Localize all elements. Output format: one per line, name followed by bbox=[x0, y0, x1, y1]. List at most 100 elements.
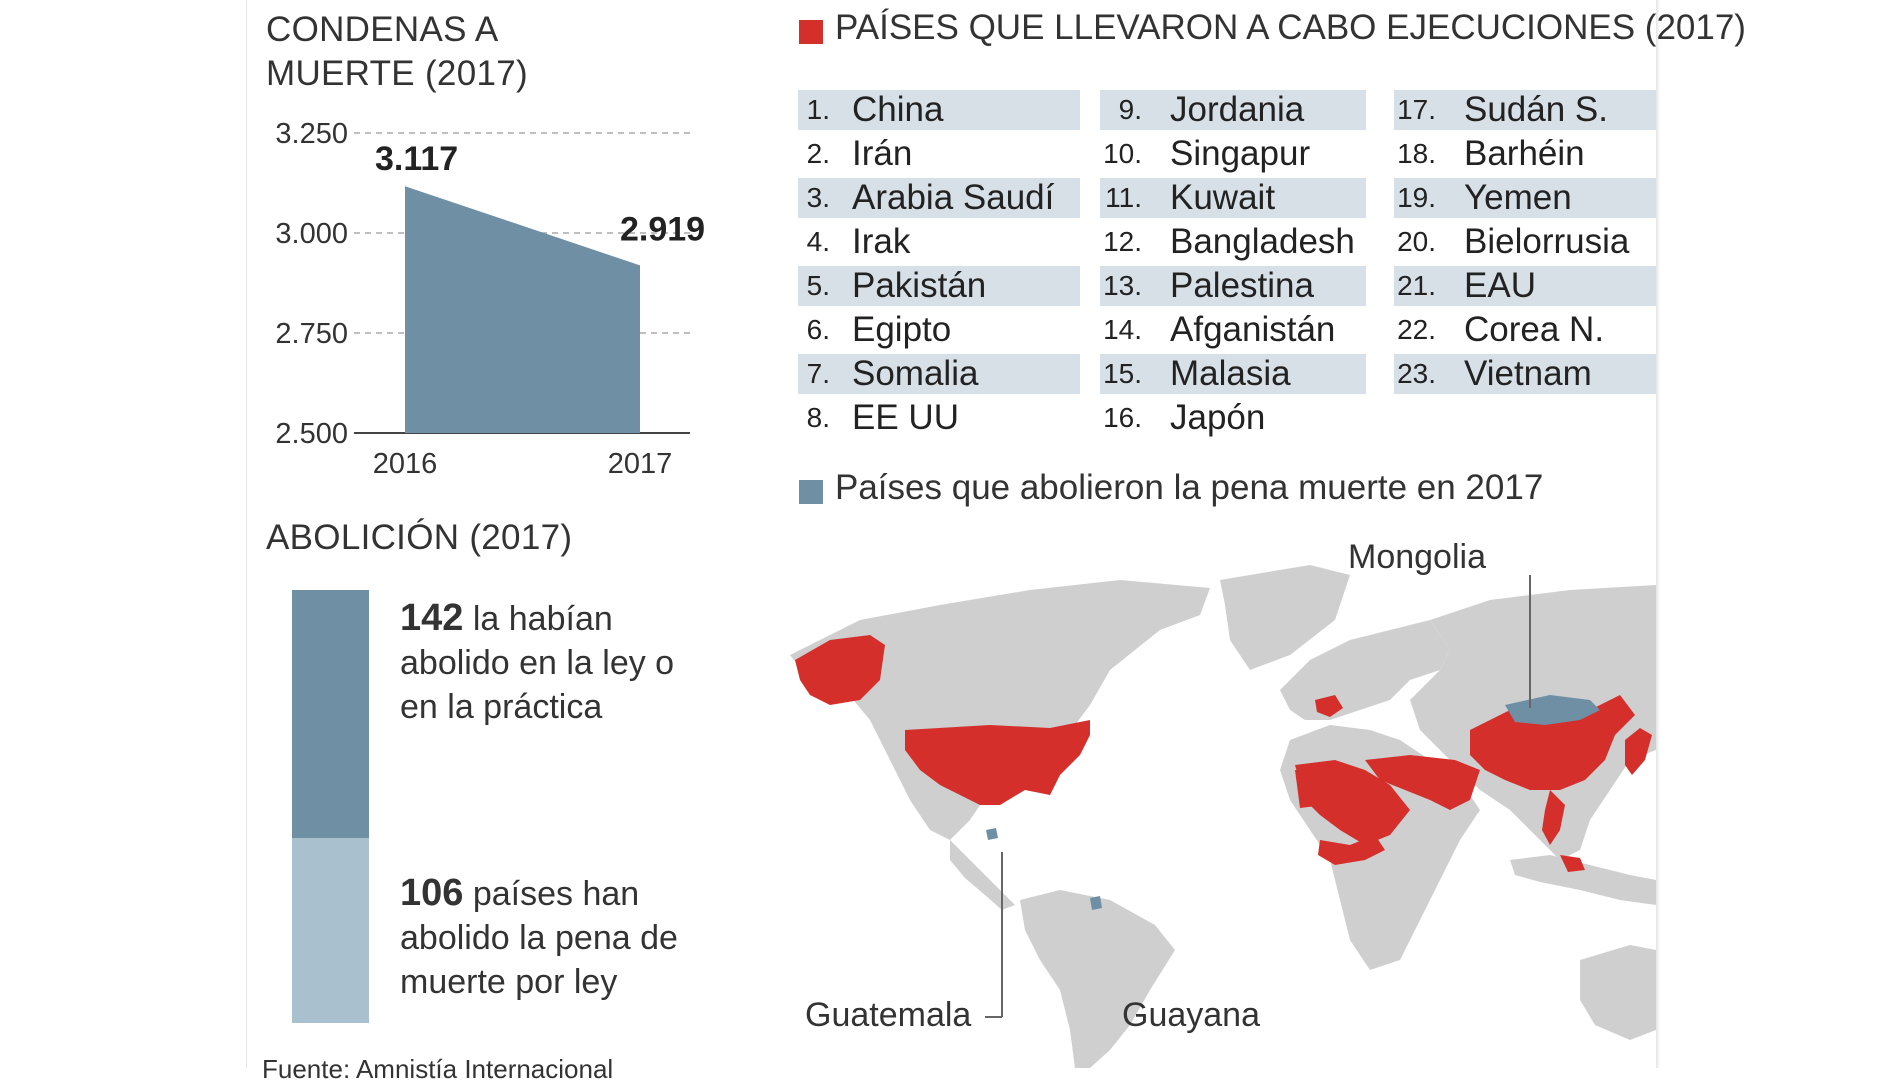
map-china bbox=[1470, 695, 1635, 790]
country-row: 15. Malasia bbox=[1100, 354, 1366, 394]
country-row: 16. Japón bbox=[1100, 398, 1366, 438]
country-name: Pakistán bbox=[852, 266, 987, 305]
country-name: Afganistán bbox=[1170, 310, 1336, 349]
country-name: Bielorrusia bbox=[1464, 222, 1630, 261]
map-usa-alaska bbox=[795, 635, 885, 705]
country-name: Sudán S. bbox=[1464, 90, 1608, 129]
country-name: Bangladesh bbox=[1170, 222, 1355, 261]
map-south-sudan-somalia bbox=[1318, 835, 1385, 865]
country-name: Arabia Saudí bbox=[852, 178, 1055, 217]
country-name: EE UU bbox=[852, 398, 959, 437]
country-rank: 5. bbox=[806, 270, 830, 301]
map-guyana bbox=[1090, 896, 1102, 910]
chart-title: CONDENAS A MUERTE (2017) bbox=[266, 10, 528, 93]
country-rank: 21. bbox=[1397, 270, 1436, 301]
country-name: Barhéin bbox=[1464, 134, 1585, 173]
country-rank: 18. bbox=[1397, 138, 1436, 169]
x-tick-label: 2017 bbox=[608, 448, 673, 480]
country-row: 1. China bbox=[798, 90, 1080, 130]
abolition-description-2: países han abolido la pena de muerte por… bbox=[400, 875, 678, 1001]
map-southeast-asia bbox=[1542, 790, 1565, 845]
abolition-description-1: la habían abolido en la ley o en la prác… bbox=[400, 600, 675, 726]
map-land-central-america bbox=[950, 840, 1015, 910]
map-land-australia bbox=[1580, 945, 1656, 1040]
country-name: Japón bbox=[1170, 398, 1266, 437]
data-label: 2.919 bbox=[620, 210, 705, 248]
map-label-guayana: Guayana bbox=[1122, 996, 1260, 1034]
country-rank: 6. bbox=[806, 314, 830, 345]
country-rank: 13. bbox=[1103, 270, 1142, 301]
country-name: Malasia bbox=[1170, 354, 1291, 393]
map-land-europe bbox=[1280, 620, 1450, 720]
country-row: 14. Afganistán bbox=[1100, 310, 1366, 350]
country-row: 23. Vietnam bbox=[1394, 354, 1656, 394]
country-name: Vietnam bbox=[1464, 354, 1592, 393]
country-rank: 17. bbox=[1397, 94, 1436, 125]
country-rank: 2. bbox=[806, 138, 830, 169]
map-middle-east bbox=[1295, 760, 1410, 845]
country-rank: 14. bbox=[1103, 314, 1142, 345]
country-rank: 10. bbox=[1103, 138, 1142, 169]
country-rank: 20. bbox=[1397, 226, 1436, 257]
map-mongolia bbox=[1505, 695, 1600, 725]
country-row: 3. Arabia Saudí bbox=[798, 178, 1080, 218]
country-row: 12. Bangladesh bbox=[1100, 222, 1366, 262]
country-name: Kuwait bbox=[1170, 178, 1276, 217]
map-land-indonesia bbox=[1510, 855, 1656, 905]
country-row: 11. Kuwait bbox=[1100, 178, 1366, 218]
country-row: 20. Bielorrusia bbox=[1394, 222, 1656, 262]
country-row: 4. Irak bbox=[798, 222, 1080, 262]
country-row: 22. Corea N. bbox=[1394, 310, 1656, 350]
abolished-legend-label: Países que abolieron la pena muerte en 2… bbox=[835, 468, 1544, 507]
y-tick-label: 2.750 bbox=[275, 318, 348, 350]
country-row: 17. Sudán S. bbox=[1394, 90, 1656, 130]
world-map bbox=[790, 565, 1656, 1068]
abolition-title: ABOLICIÓN (2017) bbox=[266, 518, 573, 557]
country-rank: 15. bbox=[1103, 358, 1142, 389]
map-guatemala bbox=[986, 828, 998, 840]
country-name: Irak bbox=[852, 222, 911, 261]
country-name: Egipto bbox=[852, 310, 952, 349]
country-row: 6. Egipto bbox=[798, 310, 1080, 350]
country-row: 19. Yemen bbox=[1394, 178, 1656, 218]
abolition-bar-law-or-practice bbox=[292, 590, 369, 838]
abolition-text-2: 106 países han abolido la pena de muerte… bbox=[400, 871, 700, 1004]
map-land-south-america bbox=[1020, 890, 1175, 1068]
abolition-number-2: 106 bbox=[400, 872, 464, 914]
country-row: 13. Palestina bbox=[1100, 266, 1366, 306]
country-name: Singapur bbox=[1170, 134, 1311, 173]
country-rank: 7. bbox=[806, 358, 830, 389]
country-rank: 4. bbox=[806, 226, 830, 257]
abolition-bar-by-law bbox=[292, 838, 369, 1023]
country-row: 2. Irán bbox=[798, 134, 1080, 174]
country-rank: 12. bbox=[1103, 226, 1142, 257]
abolished-legend-swatch bbox=[799, 480, 823, 504]
source-note: Fuente: Amnistía Internacional bbox=[262, 1054, 614, 1084]
executions-legend-swatch bbox=[799, 20, 823, 44]
country-name: Somalia bbox=[852, 354, 979, 393]
country-rank: 1. bbox=[806, 94, 830, 125]
map-usa bbox=[905, 720, 1090, 805]
country-name: Yemen bbox=[1464, 178, 1572, 217]
panel-edge bbox=[1656, 0, 1660, 1068]
x-tick-label: 2016 bbox=[373, 448, 438, 480]
country-name: Corea N. bbox=[1464, 310, 1605, 349]
map-belarus bbox=[1315, 695, 1343, 717]
map-land-greenland bbox=[1220, 565, 1350, 670]
abolition-text-1: 142 la habían abolido en la ley o en la … bbox=[400, 596, 700, 729]
country-rank: 9. bbox=[1118, 94, 1142, 125]
map-egypt bbox=[1295, 768, 1325, 808]
map-malaysia bbox=[1560, 855, 1585, 872]
map-japan-korea bbox=[1625, 728, 1652, 775]
y-tick-label: 2.500 bbox=[275, 418, 348, 450]
country-row: 9. Jordania bbox=[1100, 90, 1366, 130]
country-row: 7. Somalia bbox=[798, 354, 1080, 394]
country-name: EAU bbox=[1464, 266, 1536, 305]
executions-title: PAÍSES QUE LLEVARON A CABO EJECUCIONES (… bbox=[835, 8, 1746, 47]
y-tick-label: 3.250 bbox=[275, 118, 348, 150]
series-area bbox=[405, 186, 640, 433]
country-rank: 11. bbox=[1105, 182, 1142, 213]
abolition-number-1: 142 bbox=[400, 597, 464, 639]
country-rank: 16. bbox=[1103, 402, 1142, 433]
country-rank: 23. bbox=[1397, 358, 1436, 389]
